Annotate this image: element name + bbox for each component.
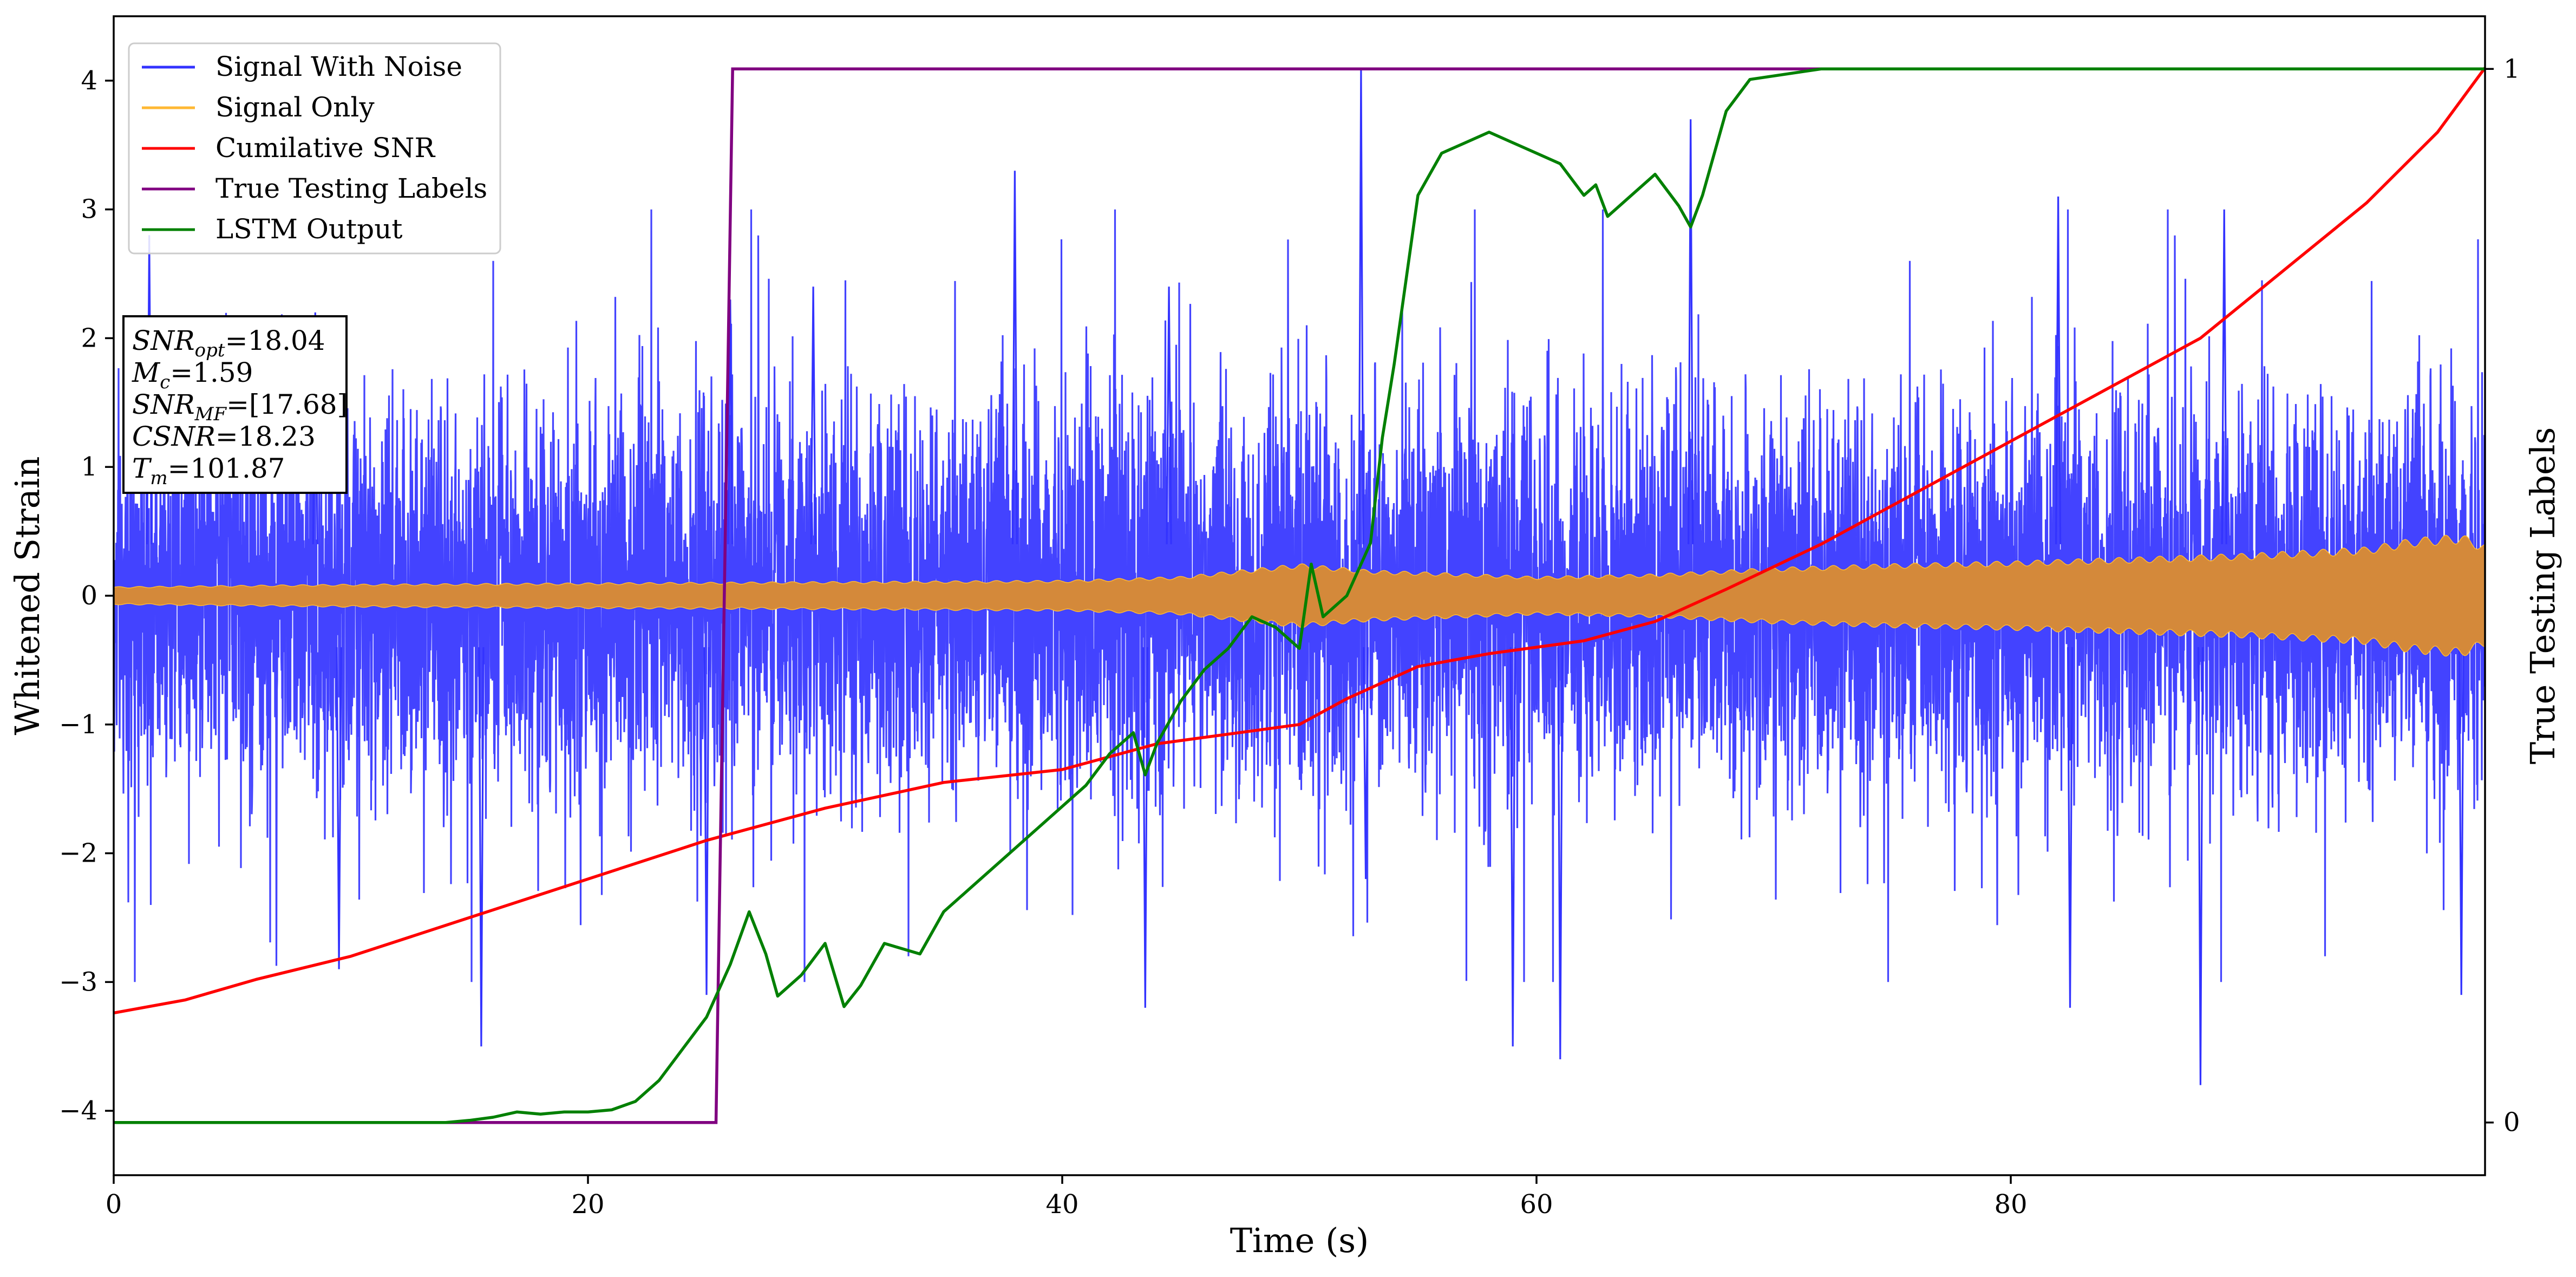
legend-label-signal-only: Signal Only — [215, 92, 375, 123]
noise-peak-3 — [478, 647, 485, 1047]
noise-peak-19 — [2458, 647, 2464, 995]
noise-peak-15 — [2055, 196, 2062, 544]
legend-label-true-labels: True Testing Labels — [215, 173, 487, 204]
y-tick-label-0: 0 — [81, 581, 97, 611]
legend-label-signal-with-noise: Signal With Noise — [215, 51, 462, 82]
y-tick-label--4: −4 — [59, 1096, 97, 1126]
x-tick-label-20: 20 — [571, 1189, 604, 1220]
noise-peak-7 — [1011, 171, 1018, 544]
y2-axis-title: True Testing Labels — [2523, 427, 2562, 765]
noise-peak-12 — [1509, 647, 1516, 1047]
legend-label-lstm-output: LSTM Output — [215, 213, 402, 245]
y2-tick-label-0: 0 — [2503, 1107, 2520, 1138]
y-tick-label-4: 4 — [81, 66, 97, 96]
annotation-box: SNRopt=18.04 Mc=1.59 SNRMF=[17.68] CSNR=… — [122, 315, 348, 494]
annotation-line-mc: Mc=1.59 — [132, 357, 253, 393]
series-lstm-output — [114, 67, 2485, 1124]
legend: Signal With Noise Signal Only Cumilative… — [128, 42, 501, 255]
noise-peak-11 — [1363, 647, 1369, 879]
y-tick-label-1: 1 — [81, 452, 97, 482]
y-tick-label--3: −3 — [59, 967, 97, 997]
x-tick-label-40: 40 — [1045, 1189, 1078, 1220]
noise-peak-14 — [1688, 119, 1694, 544]
annotation-frame — [122, 315, 348, 494]
x-tick-label-80: 80 — [1994, 1189, 2027, 1220]
x-tick-label-60: 60 — [1520, 1189, 1553, 1220]
annotation-line-csnr: CSNR=18.23 — [132, 421, 316, 452]
annotation-line-tm: Tm=101.87 — [132, 453, 285, 489]
x-tick-label-0: 0 — [106, 1189, 122, 1220]
legend-label-cumulative-snr: Cumilative SNR — [215, 132, 435, 164]
y2-tick-label-1: 1 — [2503, 54, 2520, 84]
series-signal-only — [114, 535, 2485, 657]
annotation-line-snr-opt: SNRopt=18.04 — [132, 325, 325, 361]
noise-peak-18 — [2221, 209, 2227, 544]
y-tick-label-2: 2 — [81, 323, 97, 353]
y-tick-label--1: −1 — [59, 709, 97, 740]
noise-peak-13 — [1557, 647, 1564, 1060]
noise-peak-16 — [2067, 647, 2074, 1008]
legend-frame — [128, 42, 501, 255]
x-axis-title: Time (s) — [1230, 1221, 1369, 1260]
plot-area — [114, 67, 2485, 1124]
noise-peak-4 — [703, 647, 710, 995]
noise-peak-2 — [336, 647, 342, 969]
y-tick-label--2: −2 — [59, 838, 97, 869]
noise-peak-6 — [810, 286, 816, 544]
y-tick-label-3: 3 — [81, 194, 97, 225]
noise-peak-9 — [1166, 286, 1172, 544]
y-axis-title: Whitened Strain — [8, 457, 47, 735]
annotation-line-snr-mf: SNRMF=[17.68] — [132, 389, 348, 425]
noise-peak-17 — [2197, 647, 2204, 1085]
series-cumulative-snr — [114, 67, 2485, 1015]
